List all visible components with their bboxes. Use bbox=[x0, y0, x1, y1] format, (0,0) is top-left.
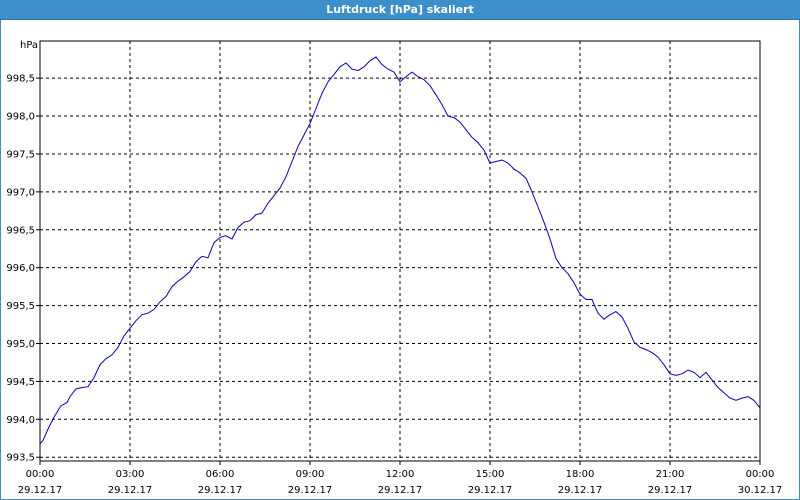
x-axis: 00:00 29.12.17 03:00 29.12.17 06:00 29.12.17 0… bbox=[18, 461, 783, 496]
x-tick-date-label: 30.12.17 bbox=[738, 485, 783, 496]
x-tick-date-label: 29.12.17 bbox=[558, 485, 603, 496]
y-tick-label: 996,0 bbox=[6, 263, 35, 274]
y-tick-label: 995,0 bbox=[6, 339, 35, 350]
x-tick-date-label: 29.12.17 bbox=[198, 485, 243, 496]
y-tick-label: 994,0 bbox=[6, 415, 35, 426]
x-tick-date-label: 29.12.17 bbox=[18, 485, 63, 496]
y-tick-label: 996,5 bbox=[6, 225, 35, 236]
grid-lines bbox=[40, 41, 760, 461]
y-tick-label: 998,0 bbox=[6, 112, 35, 123]
x-tick-time-label: 06:00 bbox=[206, 469, 235, 480]
x-tick-time-label: 09:00 bbox=[296, 469, 325, 480]
y-axis-unit-label: hPa bbox=[20, 40, 38, 51]
chart-title: Luftdruck [hPa] skaliert bbox=[326, 3, 474, 16]
x-tick-date-label: 29.12.17 bbox=[108, 485, 153, 496]
y-tick-label: 995,5 bbox=[6, 301, 35, 312]
series-line bbox=[39, 56, 761, 444]
x-tick-date-label: 29.12.17 bbox=[378, 485, 423, 496]
x-tick-date-label: 29.12.17 bbox=[468, 485, 513, 496]
chart-title-bar: Luftdruck [hPa] skaliert bbox=[0, 0, 800, 20]
y-tick-label: 994,5 bbox=[6, 377, 35, 388]
x-tick-date-label: 29.12.17 bbox=[648, 485, 693, 496]
y-tick-label: 997,5 bbox=[6, 149, 35, 160]
x-tick-time-label: 00:00 bbox=[746, 469, 775, 480]
y-axis: 993,5 994,0 994,5 995,0 995,5 996,0 996,5 997,0… bbox=[6, 74, 40, 464]
y-tick-label: 997,0 bbox=[6, 187, 35, 198]
x-tick-time-label: 12:00 bbox=[386, 469, 415, 480]
x-tick-time-label: 21:00 bbox=[656, 469, 685, 480]
x-tick-time-label: 03:00 bbox=[116, 469, 145, 480]
x-tick-time-label: 18:00 bbox=[566, 469, 595, 480]
y-tick-label: 998,5 bbox=[6, 74, 35, 85]
x-tick-time-label: 00:00 bbox=[26, 469, 55, 480]
x-tick-date-label: 29.12.17 bbox=[288, 485, 333, 496]
y-tick-label: 993,5 bbox=[6, 453, 35, 464]
x-tick-time-label: 15:00 bbox=[476, 469, 505, 480]
